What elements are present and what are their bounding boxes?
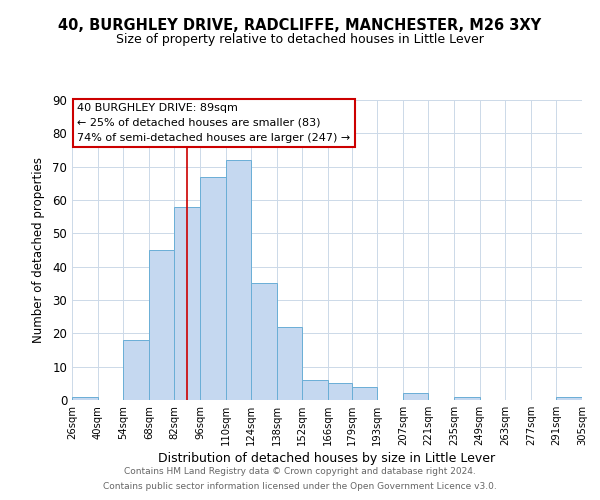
Text: Size of property relative to detached houses in Little Lever: Size of property relative to detached ho… bbox=[116, 32, 484, 46]
Text: 40 BURGHLEY DRIVE: 89sqm
← 25% of detached houses are smaller (83)
74% of semi-d: 40 BURGHLEY DRIVE: 89sqm ← 25% of detach… bbox=[77, 103, 350, 142]
Bar bbox=[200, 176, 226, 400]
Bar bbox=[403, 394, 428, 400]
Bar bbox=[226, 160, 251, 400]
Text: 40, BURGHLEY DRIVE, RADCLIFFE, MANCHESTER, M26 3XY: 40, BURGHLEY DRIVE, RADCLIFFE, MANCHESTE… bbox=[58, 18, 542, 32]
Bar bbox=[123, 340, 149, 400]
Text: Contains public sector information licensed under the Open Government Licence v3: Contains public sector information licen… bbox=[103, 482, 497, 491]
Y-axis label: Number of detached properties: Number of detached properties bbox=[32, 157, 46, 343]
Bar bbox=[72, 396, 98, 400]
Bar bbox=[454, 396, 479, 400]
Bar bbox=[352, 386, 377, 400]
Bar bbox=[302, 380, 328, 400]
Bar bbox=[328, 384, 352, 400]
X-axis label: Distribution of detached houses by size in Little Lever: Distribution of detached houses by size … bbox=[158, 452, 496, 465]
Text: Contains HM Land Registry data © Crown copyright and database right 2024.: Contains HM Land Registry data © Crown c… bbox=[124, 467, 476, 476]
Bar bbox=[175, 206, 200, 400]
Bar bbox=[556, 396, 582, 400]
Bar bbox=[277, 326, 302, 400]
Bar bbox=[149, 250, 175, 400]
Bar bbox=[251, 284, 277, 400]
